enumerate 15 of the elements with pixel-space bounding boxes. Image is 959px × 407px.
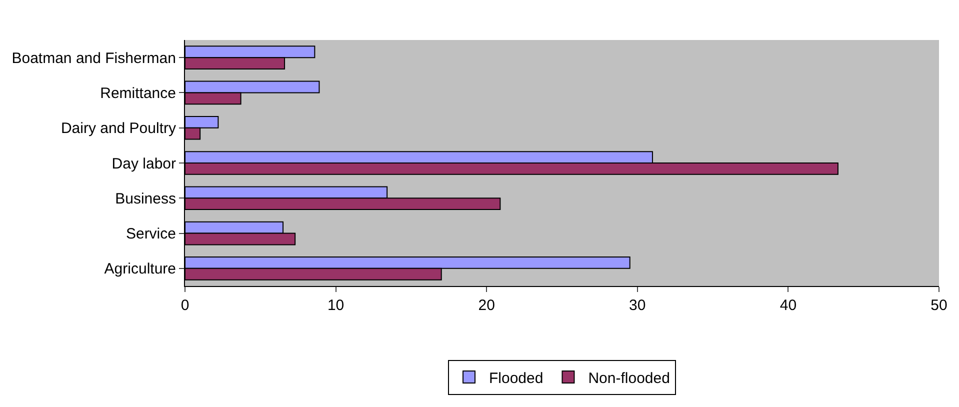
x-tick-label: 20 — [478, 297, 495, 314]
x-tick-label: 0 — [180, 297, 190, 314]
x-tick-label: 30 — [629, 297, 646, 314]
x-tick-label: 50 — [930, 297, 948, 314]
y-tick-label: Service — [126, 226, 176, 243]
y-tick-label: Boatman and Fisherman — [12, 50, 176, 67]
legend-label: Non-flooded — [588, 370, 670, 387]
y-tick-label: Dairy and Poultry — [60, 120, 176, 138]
y-tick-label: Agriculture — [104, 260, 176, 278]
x-tick-label: 40 — [780, 297, 797, 314]
y-tick-label: Remittance — [100, 84, 176, 102]
legend-label: Flooded — [489, 370, 544, 387]
y-tick-label: Business — [115, 190, 176, 208]
y-tick-label: Day labor — [112, 155, 176, 172]
x-tick-label: 10 — [327, 297, 344, 314]
